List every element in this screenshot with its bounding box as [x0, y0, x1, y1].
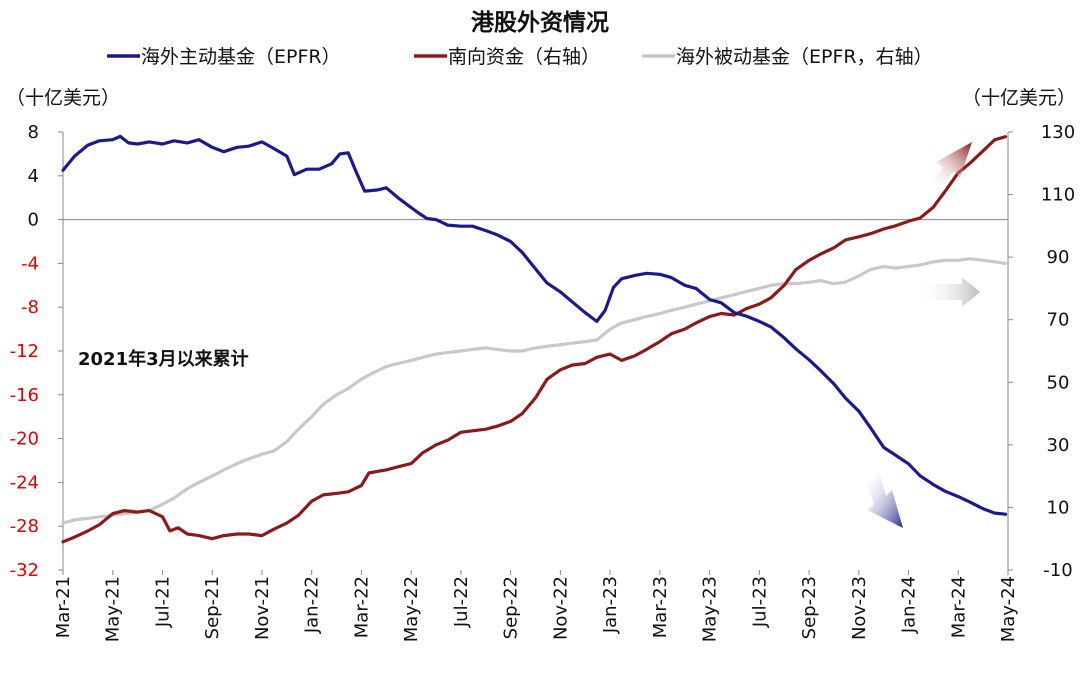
x-tick-label: May-24	[998, 576, 1019, 642]
x-tick-label: May-21	[103, 576, 124, 642]
x-tick-label: Jul-21	[152, 576, 173, 628]
right-axis-unit: （十亿美元）	[962, 87, 1076, 109]
legend-label-2: 海外被动基金（EPFR，右轴）	[676, 46, 933, 68]
left-axis-unit: （十亿美元）	[6, 87, 120, 109]
right-tick-label: 30	[1047, 435, 1070, 456]
left-tick-label: -24	[10, 472, 39, 493]
series-line-0	[61, 134, 1008, 516]
left-tick-label: -4	[21, 253, 39, 274]
x-tick-label: Jan-23	[600, 576, 621, 634]
x-tick-label: Sep-22	[501, 576, 522, 639]
x-tick-label: Sep-23	[799, 576, 820, 639]
trend-arrow-up-icon	[930, 142, 972, 186]
left-tick-label: -12	[10, 341, 39, 362]
x-tick-label: Jul-23	[749, 576, 770, 628]
left-tick-label: -8	[21, 297, 39, 318]
x-tick-label: Mar-23	[650, 576, 671, 638]
x-tick-label: Mar-24	[948, 576, 969, 638]
left-tick-label: 0	[28, 210, 39, 231]
right-tick-label: 90	[1047, 247, 1070, 268]
x-tick-label: Sep-21	[202, 576, 223, 639]
x-tick-label: Jan-22	[302, 576, 323, 634]
right-tick-label: 10	[1047, 497, 1070, 518]
x-tick-label: Mar-22	[351, 576, 372, 638]
x-tick-label: Nov-21	[252, 576, 273, 640]
x-tick-label: Nov-23	[849, 576, 870, 640]
chart-title: 港股外资情况	[471, 9, 609, 36]
x-tick-label: Mar-21	[53, 576, 74, 638]
left-tick-label: -28	[10, 516, 39, 537]
series-line-2	[61, 257, 1008, 525]
x-tick-label: May-23	[700, 576, 721, 642]
trend-arrow-right-icon	[918, 277, 980, 307]
legend: 海外主动基金（EPFR） 南向资金（右轴） 海外被动基金（EPFR，右轴）	[107, 46, 933, 68]
right-tick-label: 110	[1041, 185, 1075, 206]
x-tick-label: Jan-24	[899, 576, 920, 634]
x-tick-label: Jul-22	[451, 576, 472, 628]
x-tick-label: Nov-22	[550, 576, 571, 640]
left-tick-label: 4	[28, 166, 39, 187]
legend-label-1: 南向资金（右轴）	[448, 46, 600, 68]
left-tick-label: 8	[28, 122, 39, 143]
left-tick-label: -16	[10, 385, 39, 406]
left-tick-label: -32	[10, 560, 39, 581]
annotation-label: 2021年3月以来累计	[78, 348, 249, 370]
series-line-1	[61, 135, 1008, 544]
trend-arrow-down-icon	[866, 472, 903, 528]
left-tick-label: -20	[10, 429, 39, 450]
right-tick-label: -10	[1043, 560, 1072, 581]
series-lines	[61, 134, 1008, 544]
axes: 8 4 0 -4 -8 -12 -16 -20 -24 -28 -32 130 110 90 70 50 30 1…	[10, 122, 1076, 642]
right-tick-label: 130	[1041, 122, 1075, 143]
x-tick-label: May-22	[401, 576, 422, 642]
legend-label-0: 海外主动基金（EPFR）	[141, 46, 341, 68]
right-tick-label: 50	[1047, 372, 1070, 393]
right-tick-label: 70	[1047, 310, 1070, 331]
